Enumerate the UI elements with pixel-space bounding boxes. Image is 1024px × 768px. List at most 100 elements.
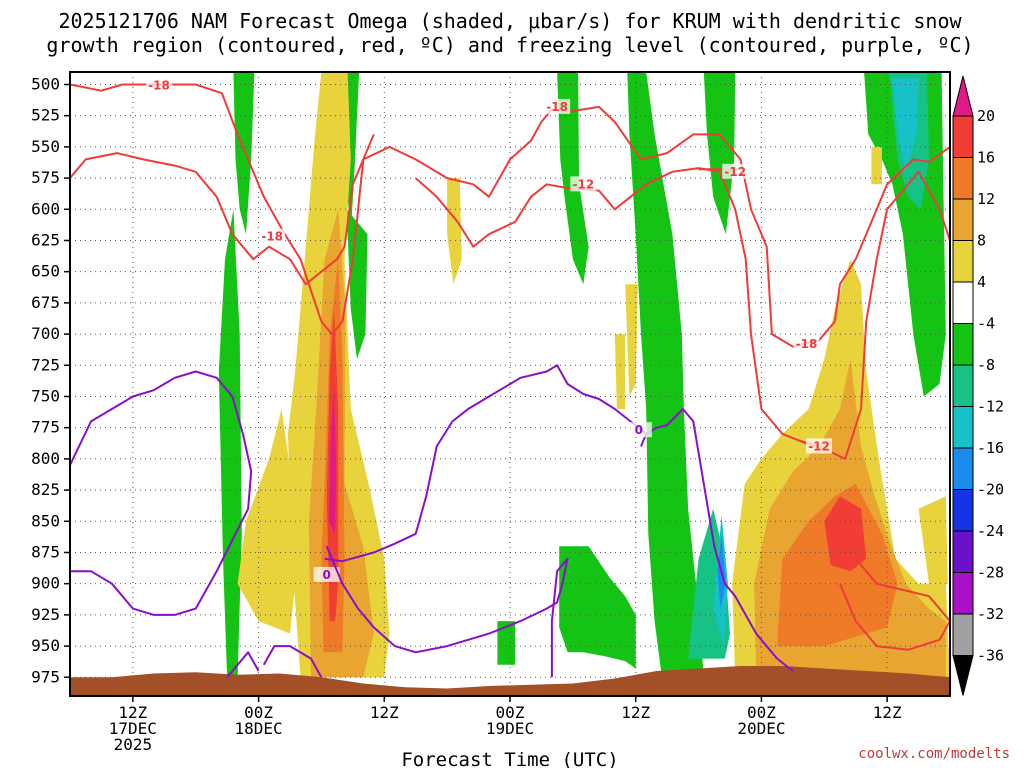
x-tick-label-h78-0: 12Z — [873, 703, 902, 722]
colorbar: 20 16 12 8 4 -4 -8 -12 -16 -20 -24 -28 -32 -36 — [952, 75, 1004, 696]
colorbar-label-2: 12 — [977, 190, 995, 208]
colorbar-band-7 — [952, 406, 974, 449]
red-contour-label-bg-3 — [570, 176, 597, 192]
y-tick-label-625: 625 — [31, 230, 60, 249]
colorbar-label-6: -8 — [977, 356, 995, 374]
x-tick-label-h6-2: 2025 — [114, 735, 153, 754]
y-tick-label-775: 775 — [31, 418, 60, 437]
colorbar-band-10 — [952, 530, 974, 573]
omega-region-9 — [497, 621, 516, 665]
y-axis: 500 525 550 575 600 625 650 675 700 725 750 775 800 8… — [31, 74, 70, 686]
colorbar-label-7: -12 — [977, 398, 1004, 416]
colorbar-band-9 — [952, 489, 974, 532]
purple-contour-label-2: 0 — [635, 423, 643, 437]
terrain-surface — [70, 666, 950, 696]
colorbar-band-3 — [952, 240, 974, 283]
chart-title-line-2: growth region (contoured, red, ºC) and f… — [46, 33, 973, 57]
y-tick-label-825: 825 — [31, 480, 60, 499]
colorbar-label-11: -28 — [977, 564, 1004, 582]
red-contour-label-bg-0 — [146, 77, 173, 93]
colorbar-label-8: -16 — [977, 439, 1004, 457]
red-contour-line-2 — [331, 134, 375, 335]
colorbar-bottom-arrow — [952, 655, 974, 696]
y-tick-label-575: 575 — [31, 168, 60, 187]
colorbar-label-9: -20 — [977, 481, 1004, 499]
omega-region-12 — [447, 178, 462, 285]
colorbar-label-0: 20 — [977, 107, 995, 125]
omega-region-17 — [871, 146, 882, 185]
x-tick-label-h18-1: 18DEC — [234, 719, 282, 738]
colorbar-label-3: 8 — [977, 232, 986, 250]
grid-lines — [70, 72, 950, 696]
red-contour-line-1 — [70, 105, 950, 348]
red-contour-label-0: -18 — [148, 79, 170, 93]
y-tick-label-950: 950 — [31, 636, 60, 655]
x-tick-label-h18-0: 00Z — [244, 703, 273, 722]
omega-region-5 — [559, 546, 636, 669]
purple-contour-line-5 — [325, 545, 569, 678]
colorbar-band-2 — [952, 198, 974, 241]
red-contour-label-bg-5 — [793, 336, 820, 352]
red-contour-label-6: -12 — [808, 439, 830, 453]
purple-contour-label-bg-1 — [313, 566, 340, 582]
colorbar-label-12: -32 — [977, 605, 1004, 623]
colorbar-band-11 — [952, 572, 974, 615]
y-tick-label-700: 700 — [31, 324, 60, 343]
y-tick-label-675: 675 — [31, 293, 60, 312]
y-tick-label-925: 925 — [31, 605, 60, 624]
x-tick-label-h42-0: 00Z — [496, 703, 525, 722]
colorbar-label-1: 16 — [977, 149, 995, 167]
red-contour-label-5: -18 — [796, 337, 818, 351]
colorbar-band-12 — [952, 613, 974, 656]
x-tick-label-h66-0: 00Z — [747, 703, 776, 722]
plot-area: -18-18-18-12-12-18-12 00 — [70, 72, 950, 696]
omega-region-23 — [892, 78, 919, 172]
red-contour-label-2: -18 — [546, 100, 568, 114]
purple-contour-line-1 — [324, 364, 794, 672]
purple-contour-line-0 — [70, 370, 253, 616]
dendritic-growth-contours: -18 -18 -18 -12 -12 -18 -12 — [70, 77, 950, 651]
y-tick-label-975: 975 — [31, 667, 60, 686]
omega-region-16 — [918, 496, 948, 584]
red-contour-line-7 — [839, 558, 950, 651]
x-axis-label: Forecast Time (UTC) — [401, 749, 618, 768]
colorbar-band-6 — [952, 364, 974, 407]
y-tick-label-550: 550 — [31, 137, 60, 156]
colorbar-band-0 — [952, 115, 974, 158]
colorbar-band-1 — [952, 157, 974, 200]
y-tick-label-600: 600 — [31, 199, 60, 218]
x-tick-label-h42-1: 19DEC — [486, 719, 534, 738]
colorbar-band-5 — [952, 323, 974, 366]
y-tick-label-750: 750 — [31, 386, 60, 405]
red-contour-label-bg-2 — [544, 98, 571, 114]
colorbar-label-13: -36 — [977, 647, 1004, 665]
x-tick-label-h6-0: 12Z — [118, 703, 147, 722]
red-contour-label-bg-6 — [806, 438, 833, 454]
purple-contour-label-bg-2 — [625, 422, 652, 438]
y-tick-label-800: 800 — [31, 449, 60, 468]
omega-region-29 — [328, 384, 337, 534]
y-tick-label-850: 850 — [31, 511, 60, 530]
omega-region-13 — [614, 334, 626, 409]
omega-region-14 — [625, 284, 638, 397]
omega-region-0 — [218, 209, 242, 678]
y-tick-label-725: 725 — [31, 355, 60, 374]
red-contour-line-3 — [415, 167, 950, 460]
red-contour-label-bg-1 — [259, 228, 286, 244]
y-tick-label-875: 875 — [31, 542, 60, 561]
freezing-level-contours: 00 — [70, 364, 794, 678]
colorbar-label-5: -4 — [977, 315, 995, 333]
colorbar-band-4 — [952, 281, 974, 324]
y-tick-label-650: 650 — [31, 262, 60, 281]
omega-region-7 — [703, 72, 736, 235]
red-contour-line-0 — [70, 83, 333, 335]
purple-contour-label-1: 0 — [322, 568, 330, 582]
x-tick-label-h66-1: 20DEC — [737, 719, 785, 738]
y-tick-label-525: 525 — [31, 106, 60, 125]
x-tick-label-h6-1: 17DEC — [109, 719, 157, 738]
omega-region-6 — [627, 72, 704, 678]
colorbar-label-4: 4 — [977, 273, 986, 291]
colorbar-label-10: -24 — [977, 522, 1004, 540]
